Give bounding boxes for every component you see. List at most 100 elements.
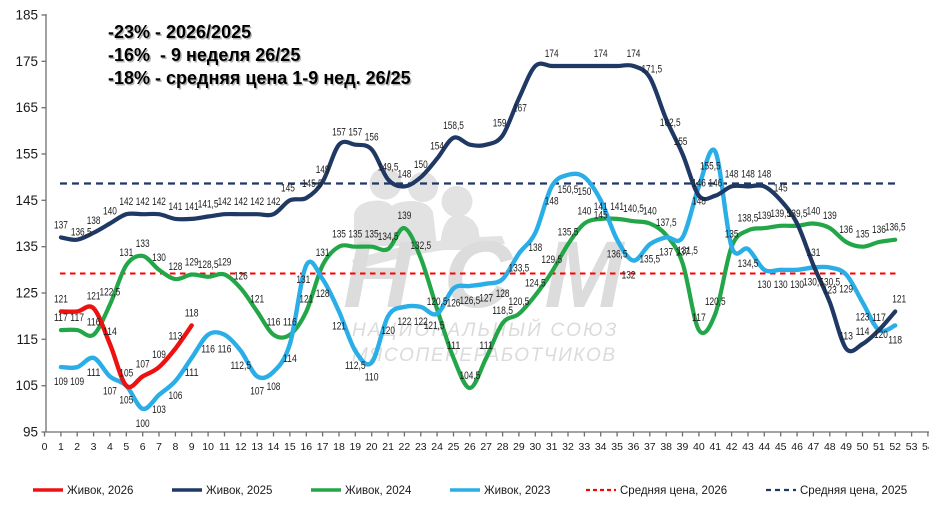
svg-text:109: 109 xyxy=(70,376,84,388)
svg-text:МЯСОПЕРЕРАБОТЧИКОВ: МЯСОПЕРЕРАБОТЧИКОВ xyxy=(352,345,617,366)
svg-text:41: 41 xyxy=(709,441,721,453)
svg-text:-23% - 2026/2025: -23% - 2026/2025 xyxy=(109,23,252,43)
svg-text:135: 135 xyxy=(15,239,38,254)
svg-text:131: 131 xyxy=(119,247,133,259)
svg-text:111: 111 xyxy=(185,367,199,379)
svg-text:35: 35 xyxy=(611,441,623,453)
svg-text:-16% - 9 неделя 26/25: -16% - 9 неделя 26/25 xyxy=(109,46,301,66)
svg-text:137,5: 137,5 xyxy=(656,217,677,229)
svg-text:121: 121 xyxy=(892,294,906,306)
svg-text:154: 154 xyxy=(430,141,444,153)
svg-text:49: 49 xyxy=(840,441,852,453)
svg-text:16: 16 xyxy=(300,441,312,453)
svg-text:136: 136 xyxy=(872,224,886,236)
svg-text:37: 37 xyxy=(644,441,656,453)
svg-text:111: 111 xyxy=(447,340,461,352)
svg-text:116: 116 xyxy=(201,344,215,356)
svg-text:114: 114 xyxy=(856,326,870,338)
svg-text:174: 174 xyxy=(545,48,559,60)
svg-text:148: 148 xyxy=(545,195,559,207)
svg-text:121,5: 121,5 xyxy=(424,320,445,332)
svg-text:130: 130 xyxy=(790,279,804,291)
svg-text:145: 145 xyxy=(281,182,295,194)
svg-text:130: 130 xyxy=(152,252,166,264)
svg-text:142: 142 xyxy=(234,196,248,208)
svg-text:159: 159 xyxy=(493,118,507,130)
svg-text:150,5: 150,5 xyxy=(558,184,579,196)
svg-text:155: 155 xyxy=(15,147,38,162)
svg-text:22: 22 xyxy=(399,441,411,453)
svg-text:150: 150 xyxy=(578,186,592,198)
svg-text:8: 8 xyxy=(172,441,178,453)
svg-text:142: 142 xyxy=(267,196,281,208)
svg-text:146: 146 xyxy=(708,178,722,190)
svg-text:138: 138 xyxy=(87,215,101,227)
svg-text:140: 140 xyxy=(807,206,821,218)
svg-text:129: 129 xyxy=(839,284,853,296)
svg-text:155,5: 155,5 xyxy=(700,161,721,173)
svg-text:131,5: 131,5 xyxy=(677,245,698,257)
svg-text:155: 155 xyxy=(674,136,688,148)
svg-text:54: 54 xyxy=(922,441,929,453)
svg-text:142: 142 xyxy=(152,196,166,208)
svg-text:17: 17 xyxy=(317,441,329,453)
svg-text:13: 13 xyxy=(251,441,263,453)
svg-text:141: 141 xyxy=(185,201,199,213)
svg-text:53: 53 xyxy=(906,441,918,453)
svg-text:165: 165 xyxy=(15,100,38,115)
svg-text:-23% - 2026/2025: -23% - 2026/2025 xyxy=(108,22,251,42)
svg-text:174: 174 xyxy=(594,48,608,60)
svg-text:-18% - средняя цена 1-9 нед. 2: -18% - средняя цена 1-9 нед. 26/25 xyxy=(108,68,411,88)
svg-text:128: 128 xyxy=(169,261,183,273)
svg-text:50: 50 xyxy=(857,441,869,453)
svg-text:103: 103 xyxy=(152,404,166,416)
svg-text:12: 12 xyxy=(235,441,247,453)
svg-text:135: 135 xyxy=(365,229,379,241)
svg-text:107: 107 xyxy=(250,385,264,397)
svg-text:141,5: 141,5 xyxy=(198,199,219,211)
svg-text:116: 116 xyxy=(218,344,232,356)
svg-text:138,5: 138,5 xyxy=(738,212,759,224)
svg-text:100: 100 xyxy=(136,418,150,430)
svg-text:44: 44 xyxy=(758,441,770,453)
svg-text:121: 121 xyxy=(54,294,68,306)
svg-text:139: 139 xyxy=(757,210,771,222)
svg-text:140: 140 xyxy=(578,206,592,218)
svg-text:122,5: 122,5 xyxy=(100,287,121,299)
svg-text:120: 120 xyxy=(874,329,888,341)
svg-text:107: 107 xyxy=(136,358,150,370)
svg-text:128: 128 xyxy=(316,288,330,300)
svg-text:-18% - средняя цена 1-9 нед. 2: -18% - средняя цена 1-9 нед. 26/25 xyxy=(109,69,412,89)
svg-text:23: 23 xyxy=(415,441,427,453)
svg-text:6: 6 xyxy=(140,441,146,453)
svg-text:42: 42 xyxy=(726,441,738,453)
svg-text:156: 156 xyxy=(365,131,379,143)
svg-text:142: 142 xyxy=(136,196,150,208)
svg-text:116: 116 xyxy=(283,317,297,329)
svg-text:0: 0 xyxy=(42,441,48,453)
svg-text:Средняя цена, 2025: Средняя цена, 2025 xyxy=(800,485,907,497)
svg-text:134,5: 134,5 xyxy=(738,258,759,270)
svg-text:111: 111 xyxy=(479,340,493,352)
svg-text:Живок, 2026: Живок, 2026 xyxy=(67,485,133,497)
svg-text:112,5: 112,5 xyxy=(345,360,366,372)
svg-text:149: 149 xyxy=(316,164,330,176)
svg-text:118: 118 xyxy=(185,307,199,319)
svg-text:129: 129 xyxy=(185,257,199,269)
svg-text:133,5: 133,5 xyxy=(509,263,530,275)
svg-text:124,5: 124,5 xyxy=(525,277,546,289)
svg-text:24: 24 xyxy=(431,441,443,453)
svg-text:140,5: 140,5 xyxy=(623,203,644,215)
svg-text:131: 131 xyxy=(296,274,310,286)
svg-text:43: 43 xyxy=(742,441,754,453)
svg-text:114: 114 xyxy=(103,326,117,338)
svg-text:126,5: 126,5 xyxy=(460,295,481,307)
svg-text:25: 25 xyxy=(448,441,460,453)
svg-text:125: 125 xyxy=(15,286,38,301)
svg-text:45: 45 xyxy=(775,441,787,453)
svg-text:135: 135 xyxy=(332,229,346,241)
svg-text:171,5: 171,5 xyxy=(641,64,662,76)
svg-text:120,5: 120,5 xyxy=(509,296,530,308)
svg-text:148: 148 xyxy=(725,168,739,180)
svg-text:131: 131 xyxy=(807,247,821,259)
